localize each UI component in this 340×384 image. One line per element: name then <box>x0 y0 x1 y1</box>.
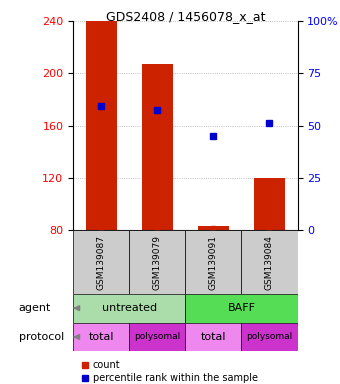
Text: untreated: untreated <box>102 303 157 313</box>
Text: GDS2408 / 1456078_x_at: GDS2408 / 1456078_x_at <box>105 10 265 23</box>
Text: protocol: protocol <box>19 332 64 342</box>
Bar <box>142 64 173 230</box>
Bar <box>185 294 298 323</box>
Text: GSM139084: GSM139084 <box>265 235 274 290</box>
Bar <box>73 294 185 323</box>
Text: agent: agent <box>19 303 51 313</box>
Bar <box>73 323 129 351</box>
Text: polysomal: polysomal <box>246 333 293 341</box>
Bar <box>185 323 241 351</box>
Legend: count, percentile rank within the sample: count, percentile rank within the sample <box>78 356 261 384</box>
Bar <box>185 230 241 294</box>
Text: total: total <box>88 332 114 342</box>
Bar <box>241 323 298 351</box>
Bar <box>198 227 229 230</box>
Text: BAFF: BAFF <box>227 303 255 313</box>
Bar <box>86 21 117 230</box>
Text: GSM139079: GSM139079 <box>153 235 162 290</box>
Bar <box>129 230 185 294</box>
Bar <box>241 230 298 294</box>
Bar <box>129 323 185 351</box>
Bar <box>73 230 129 294</box>
Text: total: total <box>201 332 226 342</box>
Text: GSM139091: GSM139091 <box>209 235 218 290</box>
Text: polysomal: polysomal <box>134 333 181 341</box>
Bar <box>254 178 285 230</box>
Text: GSM139087: GSM139087 <box>97 235 106 290</box>
